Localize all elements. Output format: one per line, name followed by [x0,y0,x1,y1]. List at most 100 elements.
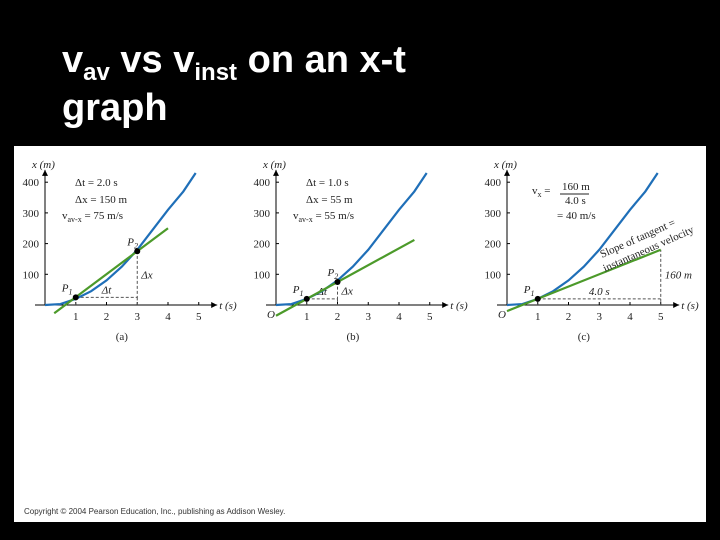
x-tick-label: 1 [73,311,79,323]
text-part: v [293,210,299,222]
x-tick-label: 1 [535,311,541,323]
subscript: 1 [68,287,72,296]
text-part: = 40 m/s [557,210,596,222]
x-axis-label: t (s) [219,300,237,312]
y-axis-label: x (m) [493,159,517,171]
delta-label: 4.0 s [589,286,610,298]
y-tick-label: 100 [23,269,40,281]
point [72,294,79,301]
subscript: 2 [334,272,338,281]
text-part: Δx = 55 m [306,194,353,206]
text-part: = 55 m/s [313,210,354,222]
annotation: Δt = 2.0 s [75,177,118,189]
subscript: av [83,59,110,86]
x-tick-label: 4 [396,311,402,323]
slide-title-line2: graph [62,87,168,129]
y-tick-label: 300 [254,208,271,220]
x-tick-label: 4 [165,311,171,323]
y-tick-label: 300 [485,208,502,220]
text-part: v [62,39,83,81]
text-part: P [61,282,69,294]
x-axis-label: t (s) [450,300,468,312]
subscript: av-x [299,215,313,224]
x-tick-label: 2 [104,311,110,323]
text-part: vs v [110,39,195,81]
text-part: = [542,185,551,197]
text-part: P [292,284,300,296]
subscript: 1 [530,289,534,298]
slide-title: vav vs vinst on an x-t [62,39,406,86]
axis-arrow [504,169,510,176]
axis-arrow [673,302,680,308]
point [334,278,341,285]
y-tick-label: 400 [485,177,502,189]
axis-arrow [42,169,48,176]
text-part: Δx = 150 m [75,194,128,206]
y-tick-label: 200 [485,239,502,251]
y-tick-label: 100 [254,269,271,281]
text-part: P [327,267,335,279]
annotation: Δt = 1.0 s [306,177,349,189]
figure-panel [14,146,706,522]
delta-label: 160 m [665,269,692,281]
subscript: 1 [299,289,303,298]
x-axis-label: t (s) [681,300,699,312]
chart: x (m)t (s)(a)1 2 3 4 5100200300400ΔtΔxP1P2Δt… [23,159,237,343]
subscript: 2 [134,241,138,250]
secant-line [275,238,415,317]
point-label: P1 [61,282,73,296]
annotation: vav-x = 55 m/s [293,210,354,224]
text-part: v [62,210,68,222]
point [303,295,310,302]
x-tick-label: 5 [427,311,433,323]
delta-label: Δx [140,269,152,281]
point-label: P2 [126,236,138,250]
secant-line [506,248,662,313]
x-tick-label: 3 [135,311,141,323]
y-tick-label: 100 [485,269,502,281]
axis-arrow [211,302,218,308]
x-tick-label: 2 [335,311,341,323]
x-tick-label: 4 [627,311,633,323]
annotation: Δx = 55 m [306,194,353,206]
annotation: = 40 m/s [557,210,596,222]
delta-label: Δt [101,284,112,296]
text-part: P [126,236,134,248]
y-axis-label: x (m) [262,159,286,171]
x-tick-label: 5 [658,311,664,323]
y-tick-label: 300 [23,208,40,220]
panel-label: (b) [346,331,359,343]
point-label: P1 [523,284,535,298]
subscript: inst [194,59,237,86]
x-tick-label: 5 [196,311,202,323]
text-part: 160 m [562,181,590,193]
point-label: P2 [327,267,339,281]
x-tick-label: 1 [304,311,310,323]
text-part: Δt = 2.0 s [75,177,118,189]
text-part: P [523,284,531,296]
annotation: 4.0 s [565,195,586,207]
y-tick-label: 400 [254,177,271,189]
y-axis-label: x (m) [31,159,55,171]
x-tick-label: 2 [566,311,572,323]
charts: x (m)t (s)(a)1 2 3 4 5100200300400ΔtΔxP1P2Δt… [23,159,699,343]
y-tick-label: 200 [23,239,40,251]
delta-label: Δx [341,285,353,297]
annotation: 160 m [562,181,590,193]
y-tick-label: 200 [254,239,271,251]
origin-label: O [498,309,506,321]
axis-arrow [442,302,449,308]
point [534,295,541,302]
annotation: vav-x = 75 m/s [62,210,123,224]
panel-label: (c) [578,331,591,343]
annotation: Δx = 150 m [75,194,128,206]
copyright: Copyright © 2004 Pearson Education, Inc.… [24,507,285,516]
y-tick-label: 400 [23,177,40,189]
subscript: x [538,190,542,199]
text-part: on an x-t [237,39,406,81]
text-part: 4.0 s [565,195,586,207]
x-tick-label: 3 [366,311,372,323]
point-label: P1 [292,284,304,298]
